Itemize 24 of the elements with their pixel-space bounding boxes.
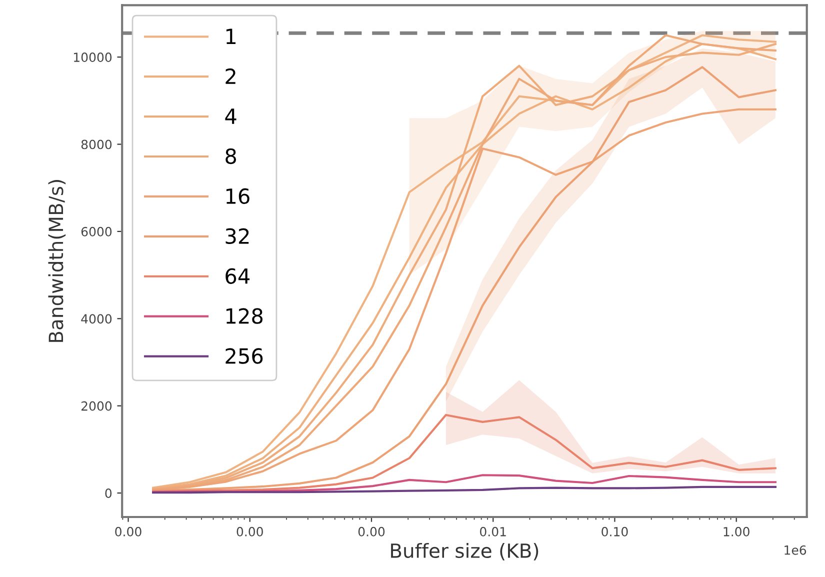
legend-label: 32: [226, 228, 249, 244]
y-tick-label: 0: [105, 488, 112, 498]
x-tick-label: 0.01: [480, 526, 506, 536]
legend-label: 2: [226, 68, 236, 84]
x-tick-label: 0.00: [358, 526, 385, 536]
legend-label: 256: [226, 348, 263, 364]
legend-label: 4: [225, 108, 236, 124]
x-tick-label: 1.00: [724, 526, 750, 536]
legend-label: 1: [226, 28, 236, 44]
y-axis-title: Bandwidth(MB/s): [48, 180, 66, 342]
legend-label: 16: [226, 188, 250, 204]
y-tick-label: 4000: [81, 314, 112, 324]
y-tick-label: 2000: [81, 401, 112, 411]
y-tick-label: 6000: [81, 226, 112, 236]
x-tick-label: 0.00: [236, 526, 263, 536]
x-tick-label: 0.00: [115, 526, 142, 536]
x-axis-title: Buffer size (KB): [391, 542, 538, 560]
legend-label: 128: [226, 308, 263, 324]
text: 1e6: [784, 545, 806, 555]
legend-label: 64: [226, 268, 250, 284]
x-tick-label: 0.10: [602, 526, 628, 536]
y-tick-label: 8000: [81, 140, 112, 150]
legend-label: 8: [226, 148, 236, 164]
y-tick-label: 10000: [74, 52, 112, 62]
